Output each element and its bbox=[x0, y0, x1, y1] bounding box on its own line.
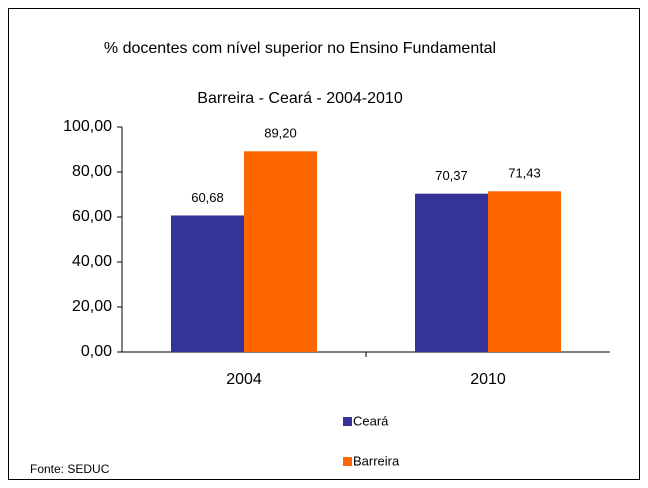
legend-swatch bbox=[343, 417, 352, 426]
source: Fonte: SEDUC bbox=[30, 462, 110, 476]
y-tick-label: 80,00 bbox=[72, 163, 112, 180]
chart-border bbox=[8, 8, 640, 480]
legend-label: Barreira bbox=[353, 453, 400, 468]
data-label: 89,20 bbox=[264, 126, 297, 141]
bar bbox=[171, 215, 244, 352]
y-tick-label: 20,00 bbox=[72, 298, 112, 315]
bar bbox=[244, 151, 317, 352]
legend-swatch bbox=[343, 457, 352, 466]
x-tick-label: 2004 bbox=[226, 371, 262, 388]
x-tick-label: 2010 bbox=[470, 371, 506, 388]
legend-label: Ceará bbox=[353, 413, 389, 428]
data-label: 71,43 bbox=[508, 166, 541, 181]
y-tick-label: 0,00 bbox=[81, 343, 112, 360]
chart-subtitle: Barreira - Ceará - 2004-2010 bbox=[197, 90, 403, 107]
y-tick-label: 100,00 bbox=[63, 118, 112, 135]
data-label: 60,68 bbox=[191, 190, 224, 205]
y-tick-label: 60,00 bbox=[72, 208, 112, 225]
bar bbox=[415, 193, 488, 352]
chart-title: % docentes com nível superior no Ensino … bbox=[103, 40, 497, 57]
bar bbox=[488, 191, 561, 352]
y-tick-label: 40,00 bbox=[72, 253, 112, 270]
data-label: 70,37 bbox=[435, 168, 468, 183]
